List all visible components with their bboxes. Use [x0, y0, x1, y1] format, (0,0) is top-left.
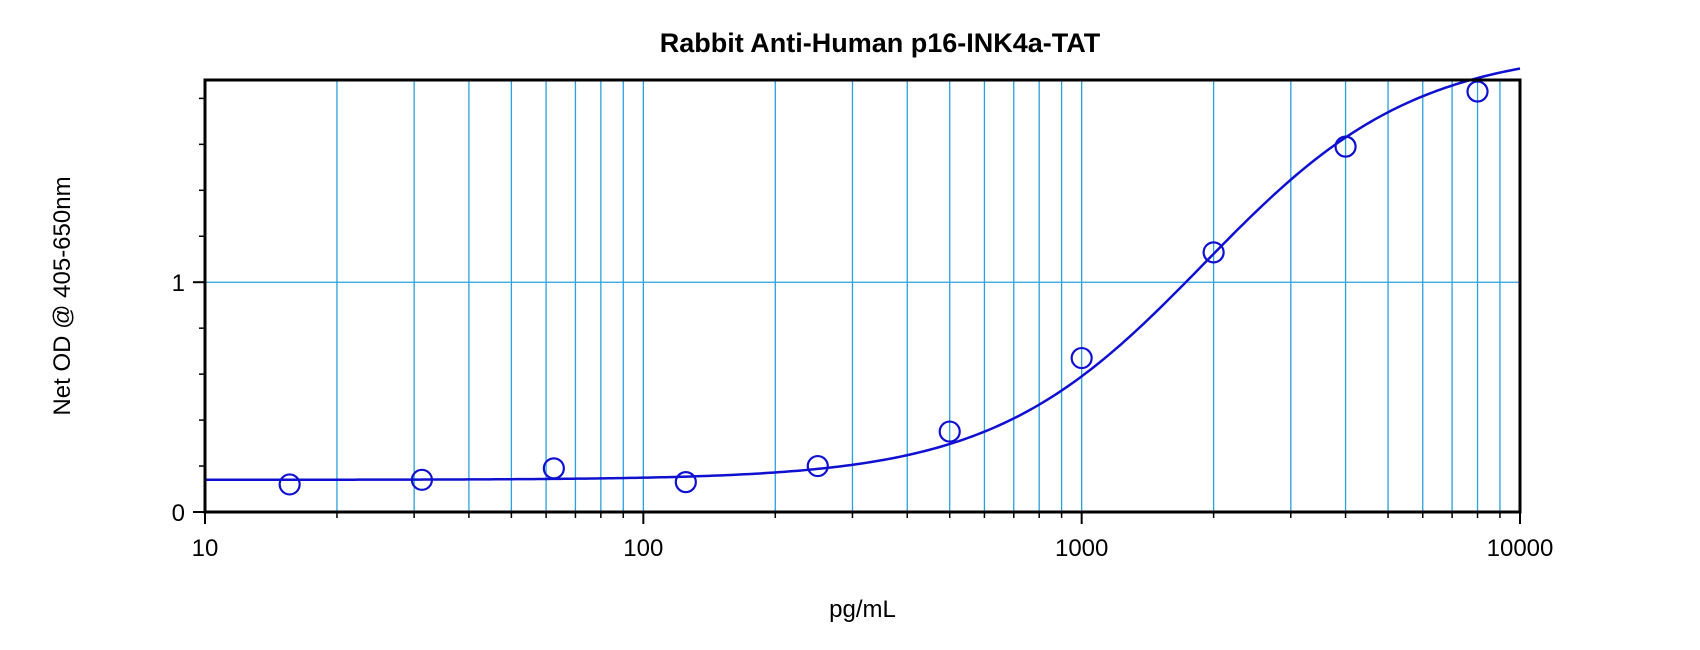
x-tick-label: 10000: [1487, 535, 1554, 562]
data-point: [1334, 135, 1357, 158]
data-point: [1202, 241, 1225, 264]
x-axis-label: pg/mL: [829, 596, 896, 623]
y-axis-label: Net OD @ 405-650nm: [49, 176, 76, 415]
data-point: [806, 454, 829, 478]
plot-frame: [203, 78, 1522, 514]
fit-curve: [204, 67, 1521, 482]
data-point: [278, 473, 301, 496]
data-point: [938, 420, 961, 443]
data-point: [410, 468, 434, 491]
data-points: [278, 80, 1489, 496]
data-point: [1070, 346, 1093, 370]
y-tick-label: 0: [172, 500, 185, 527]
grid: [205, 80, 1520, 512]
data-point: [542, 457, 565, 480]
chart-title: Rabbit Anti-Human p16-INK4a-TAT: [660, 28, 1101, 58]
x-tick-label: 10: [192, 535, 219, 562]
x-tick-label: 100: [623, 535, 663, 562]
x-tick-label: 1000: [1055, 535, 1108, 562]
axes: 10 100 1000 10000 0 1: [172, 97, 1554, 562]
data-point: [674, 471, 697, 494]
fit-curve-layer: [204, 67, 1521, 482]
y-tick-label: 1: [172, 270, 185, 297]
